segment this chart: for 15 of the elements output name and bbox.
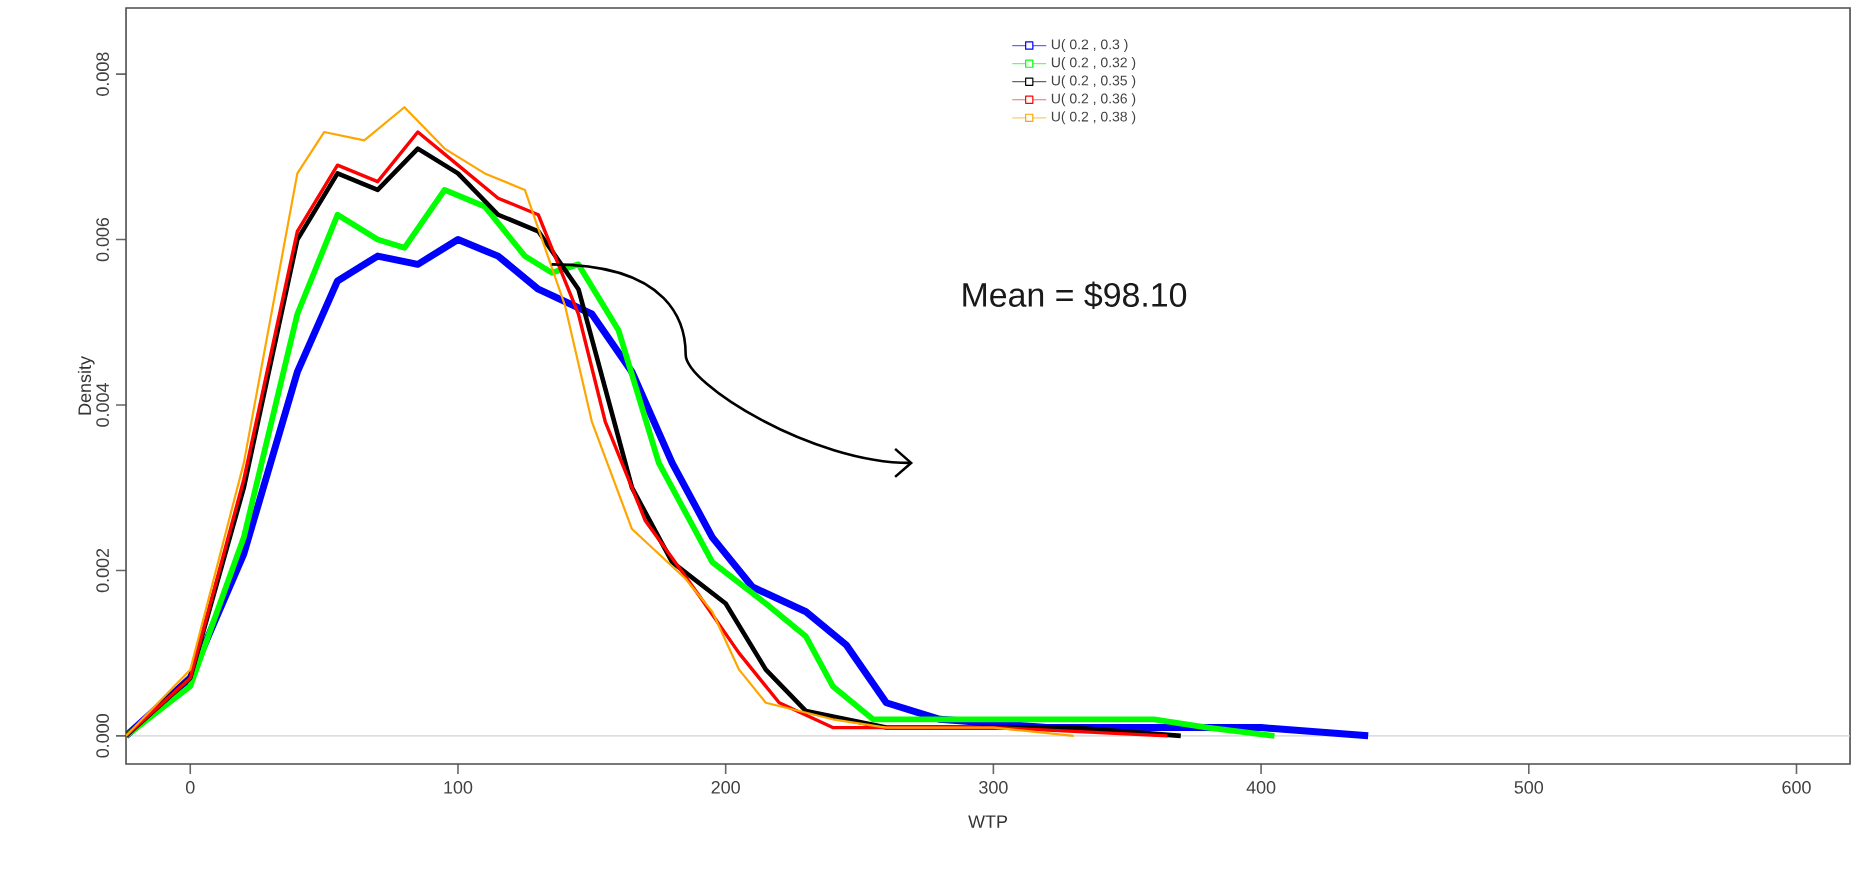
x-tick-label: 300 [979, 781, 1008, 794]
x-tick-label: 500 [1514, 781, 1544, 794]
x-tick-label: 200 [711, 781, 740, 794]
y-tick-label: 0.000 [96, 714, 109, 758]
y-tick-label: 0.004 [96, 383, 109, 427]
x-tick-label: 100 [444, 781, 473, 794]
annotation: Mean = $98.10 [963, 281, 1187, 309]
y-axis-title: Density [77, 356, 95, 415]
x-tick-label: 0 [185, 781, 195, 794]
y-tick-label: 0.008 [96, 52, 109, 96]
y-tick-label: 0.002 [96, 548, 109, 593]
x-tick-label: 600 [1782, 781, 1811, 794]
y-tick-label: 0.006 [96, 217, 109, 262]
x-tick-label: 400 [1246, 781, 1276, 794]
x-axis-title: WTP [968, 815, 1008, 828]
